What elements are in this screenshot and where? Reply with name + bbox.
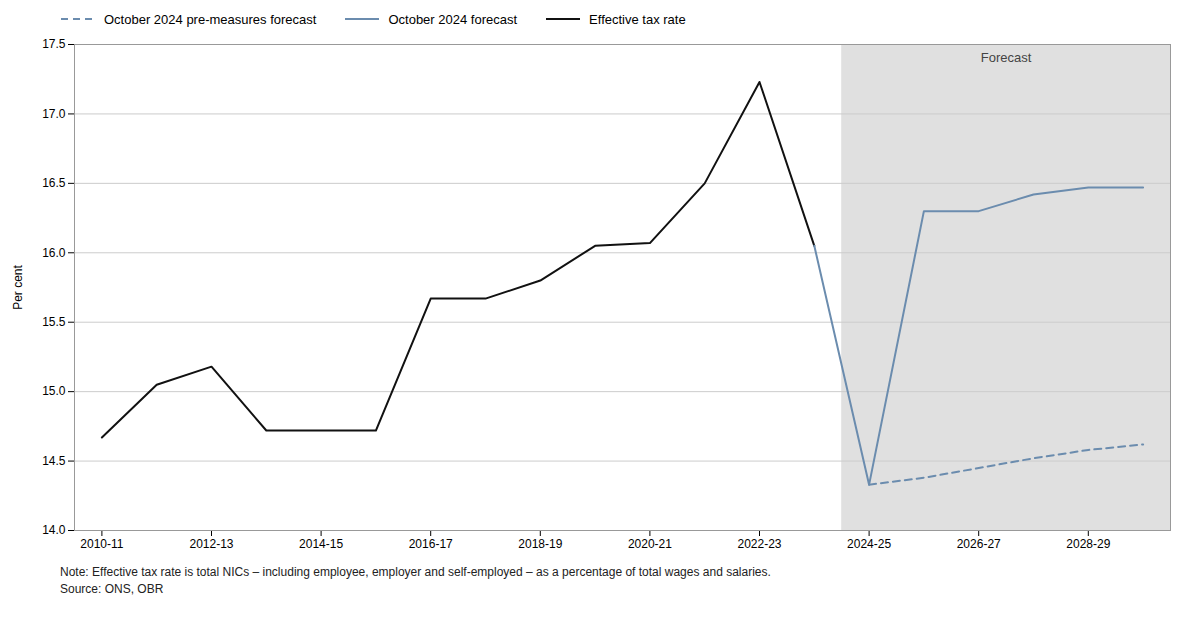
svg-text:14.0: 14.0 [42,523,66,537]
html-text:Source: ONS, OBR: Source: ONS, OBR [60,582,164,596]
html-text:Note: Effective tax rate is to: Note: Effective tax rate is total NICs –… [60,565,771,579]
svg-text:17.5: 17.5 [42,37,66,51]
svg-text:Per cent: Per cent [11,264,25,309]
svg-text:2012-13: 2012-13 [189,537,233,551]
html-text:October 2024 forecast: October 2024 forecast [388,11,518,27]
svg-text:17.0: 17.0 [42,107,66,121]
html-text:Effective tax rate: Effective tax rate [589,11,686,27]
svg-text:14.5: 14.5 [42,454,66,468]
svg-text:2024-25: 2024-25 [847,537,891,551]
svg-text:15.0: 15.0 [42,384,66,398]
svg-text:2020-21: 2020-21 [628,537,672,551]
svg-text:2022-23: 2022-23 [737,537,781,551]
svg-text:Forecast: Forecast [981,50,1032,65]
svg-text:2026-27: 2026-27 [957,537,1001,551]
svg-text:2018-19: 2018-19 [518,537,562,551]
svg-text:16.0: 16.0 [42,246,66,260]
svg-text:2010-11: 2010-11 [80,537,123,551]
html-text:October 2024 pre-measures fore: October 2024 pre-measures forecast [104,11,317,27]
svg-text:2028-29: 2028-29 [1066,537,1110,551]
svg-text:15.5: 15.5 [42,315,66,329]
svg-text:16.5: 16.5 [42,176,66,190]
svg-text:2016-17: 2016-17 [409,537,453,551]
svg-text:2014-15: 2014-15 [299,537,343,551]
